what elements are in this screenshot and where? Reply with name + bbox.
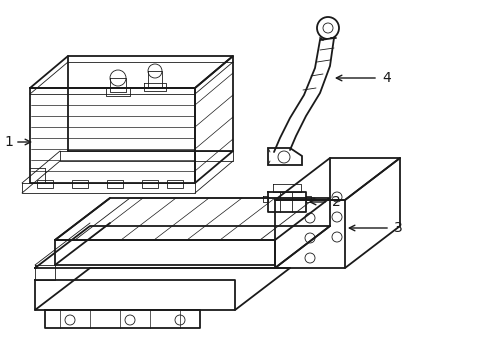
Text: 2: 2	[331, 195, 340, 209]
Bar	[37, 180, 53, 188]
Text: 1: 1	[4, 135, 13, 149]
Bar	[142, 180, 158, 188]
Text: 3: 3	[393, 221, 402, 235]
Polygon shape	[273, 38, 333, 152]
Bar	[167, 180, 183, 188]
Bar	[72, 180, 88, 188]
Bar	[107, 180, 123, 188]
Text: 4: 4	[381, 71, 390, 85]
Polygon shape	[267, 148, 302, 165]
